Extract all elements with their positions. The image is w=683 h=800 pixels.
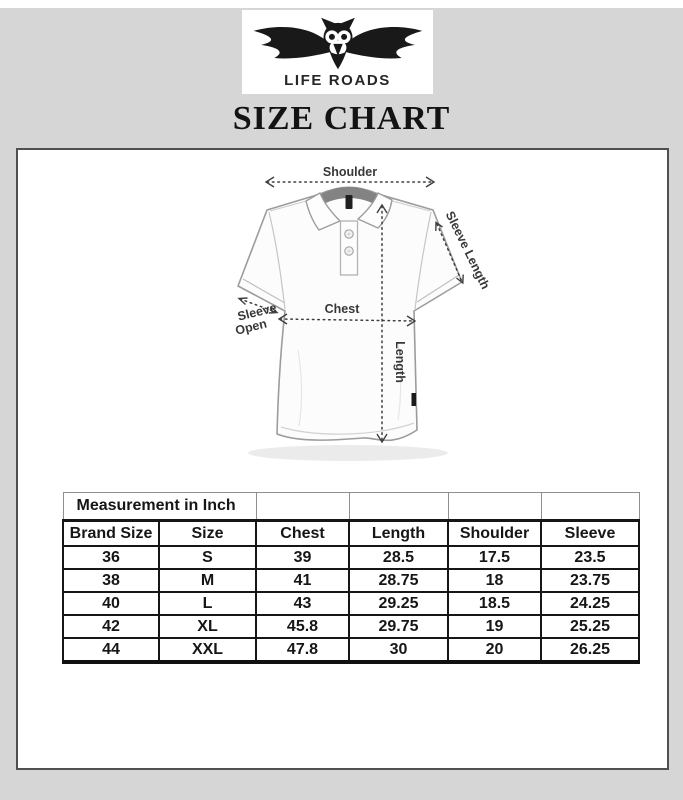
cell: 28.5 [348,545,449,570]
cell: 45.8 [255,614,350,639]
table-row-xl: 42 XL 45.8 29.75 19 25.25 [62,614,640,639]
brand-name: LIFE ROADS [284,72,391,89]
caption-empty-cell [255,492,350,521]
neck-tag [345,195,353,209]
cell: 42 [62,614,160,639]
cell: 36 [62,545,160,570]
cell: 23.5 [540,545,640,570]
cell: XXL [158,637,257,664]
caption-empty-cell [348,492,449,521]
table-caption-row: Measurement in Inch [62,492,640,521]
shoulder-measure-label: Shoulder [323,165,377,179]
side-tag [411,393,416,406]
chest-measure-label: Chest [325,302,361,316]
table-header-row: Brand Size Size Chest Length Shoulder Sl… [62,519,640,547]
column-header-shoulder: Shoulder [447,519,542,547]
cell: 17.5 [447,545,542,570]
table-row-s: 36 S 39 28.5 17.5 23.5 [62,545,640,570]
column-header-size: Size [158,519,257,547]
column-header-length: Length [348,519,449,547]
cell: M [158,568,257,593]
table-caption: Measurement in Inch [62,492,257,521]
cell: 20 [447,637,542,664]
owl-wings-icon [253,17,422,70]
cell: 26.25 [540,637,640,664]
cell: 23.75 [540,568,640,593]
cell: 29.25 [348,591,449,616]
table-row-l: 40 L 43 29.25 18.5 24.25 [62,591,640,616]
cell: 18 [447,568,542,593]
column-header-chest: Chest [255,519,350,547]
cell: 40 [62,591,160,616]
caption-empty-cell [540,492,640,521]
page-title: SIZE CHART [232,100,451,137]
cell: XL [158,614,257,639]
caption-empty-cell [447,492,542,521]
table-row-m: 38 M 41 28.75 18 23.75 [62,568,640,593]
arrowheads [237,176,464,444]
cell: L [158,591,257,616]
brand-logo-box: LIFE ROADS [242,10,433,94]
content-panel: Shoulder Chest Length Sleeve Length Slee… [16,148,669,770]
cell: 38 [62,568,160,593]
cell: 47.8 [255,637,350,664]
measurement-lines [239,181,463,442]
cell: 43 [255,591,350,616]
cell: 19 [447,614,542,639]
shirt-shadow [248,445,448,461]
cell: 28.75 [348,568,449,593]
polo-shirt-illustration [237,186,463,442]
cell: 29.75 [348,614,449,639]
cell: 30 [348,637,449,664]
column-header-brand-size: Brand Size [62,519,160,547]
cell: 18.5 [447,591,542,616]
size-table: Measurement in Inch Brand Size Size Ches… [62,492,640,664]
top-white-strip [0,0,683,8]
table-row-xxl: 44 XXL 47.8 30 20 26.25 [62,637,640,664]
column-header-sleeve: Sleeve [540,519,640,547]
cell: 24.25 [540,591,640,616]
shirt-measurement-diagram: Shoulder Chest Length Sleeve Length Slee… [234,165,492,461]
cell: 25.25 [540,614,640,639]
length-measure-label: Length [393,341,407,383]
cell: 39 [255,545,350,570]
cell: S [158,545,257,570]
cell: 44 [62,637,160,664]
cell: 41 [255,568,350,593]
